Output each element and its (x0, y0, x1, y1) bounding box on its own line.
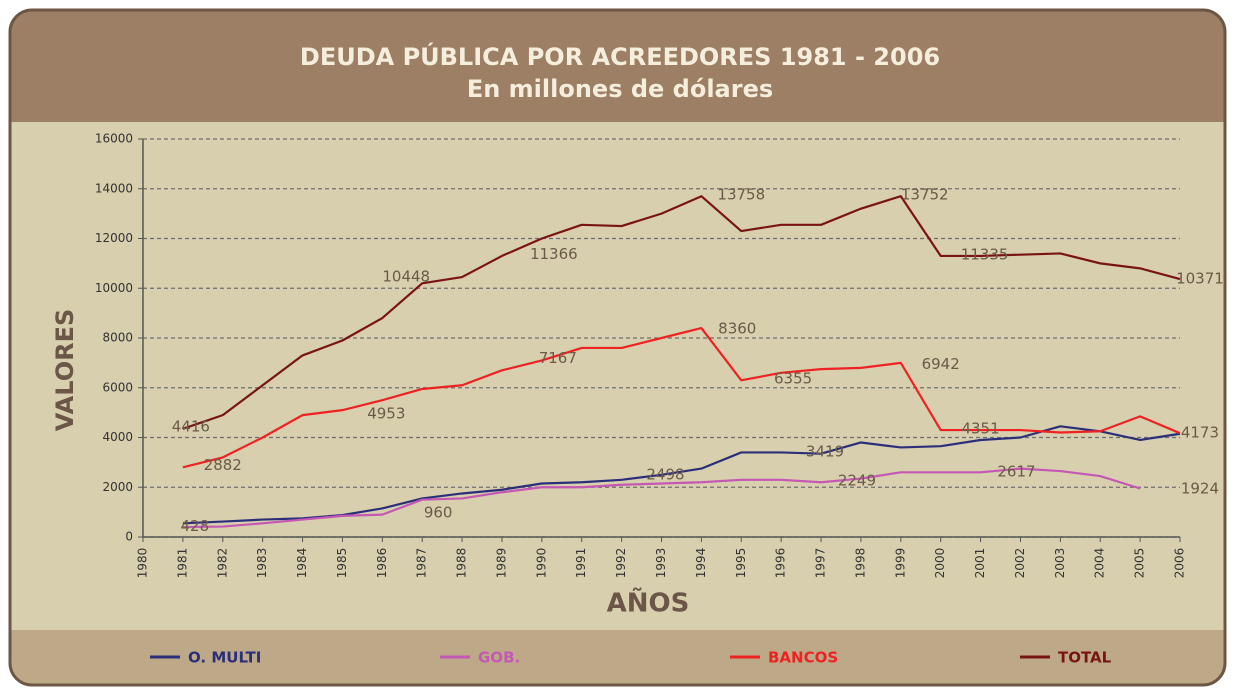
chart: DEUDA PÚBLICA POR ACREEDORES 1981 - 2006… (0, 0, 1235, 695)
x-tick-label: 1998 (853, 548, 867, 579)
y-axis-label: VALORES (51, 309, 79, 432)
data-label: 6942 (922, 355, 960, 373)
x-tick-label: 1997 (814, 548, 828, 579)
data-label: 960 (424, 504, 453, 522)
chart-subtitle: En millones de dólares (467, 75, 773, 103)
legend-label: BANCOS (768, 649, 838, 667)
y-tick-label: 14000 (95, 181, 133, 195)
x-tick-label: 1988 (455, 548, 469, 579)
x-axis-label: AÑOS (607, 587, 690, 619)
x-tick-label: 1984 (295, 548, 309, 579)
data-label: 4351 (961, 419, 999, 437)
x-tick-label: 1986 (375, 548, 389, 579)
y-tick-label: 16000 (95, 132, 133, 146)
x-tick-label: 1989 (494, 548, 508, 579)
data-label: 2617 (997, 462, 1035, 480)
x-tick-label: 1980 (136, 548, 150, 579)
x-tick-label: 1994 (694, 548, 708, 579)
x-tick-label: 2000 (933, 548, 947, 579)
x-tick-label: 2002 (1013, 548, 1027, 579)
data-label: 2498 (646, 465, 684, 483)
data-label: 428 (181, 517, 210, 535)
x-tick-label: 1999 (893, 548, 907, 579)
data-label: 13758 (717, 185, 765, 203)
data-label: 4953 (367, 404, 405, 422)
legend-label: TOTAL (1058, 649, 1112, 667)
y-tick-label: 2000 (102, 480, 133, 494)
x-tick-label: 1996 (774, 548, 788, 579)
data-label: 10371 (1176, 270, 1224, 288)
x-tick-label: 2001 (973, 548, 987, 579)
data-label: 11366 (530, 245, 578, 263)
x-tick-label: 1993 (654, 548, 668, 579)
data-label: 3419 (806, 442, 844, 460)
x-tick-label: 2006 (1173, 548, 1187, 579)
x-tick-label: 1995 (734, 548, 748, 579)
x-tick-label: 1992 (614, 548, 628, 579)
y-tick-label: 4000 (102, 430, 133, 444)
y-tick-label: 12000 (95, 231, 133, 245)
data-label: 2882 (204, 456, 242, 474)
x-tick-label: 2003 (1053, 548, 1067, 579)
x-tick-label: 1981 (175, 548, 189, 579)
data-label: 6355 (774, 369, 812, 387)
x-tick-label: 2005 (1133, 548, 1147, 579)
data-label: 1924 (1181, 480, 1219, 498)
data-label: 4416 (172, 418, 210, 436)
x-tick-label: 1983 (255, 548, 269, 579)
data-label: 4173 (1181, 424, 1219, 442)
x-tick-label: 1985 (335, 548, 349, 579)
data-label: 7167 (539, 349, 577, 367)
data-label: 2249 (838, 472, 876, 490)
y-tick-label: 10000 (95, 281, 133, 295)
legend-label: GOB. (478, 649, 520, 667)
data-label: 10448 (382, 268, 430, 286)
y-tick-label: 6000 (102, 380, 133, 394)
legend-label: O. MULTI (188, 649, 261, 667)
chart-title: DEUDA PÚBLICA POR ACREEDORES 1981 - 2006 (300, 41, 940, 71)
x-tick-label: 1982 (215, 548, 229, 579)
y-tick-label: 0 (125, 530, 133, 544)
x-tick-label: 2004 (1093, 548, 1107, 579)
data-label: 11335 (961, 246, 1009, 264)
y-tick-label: 8000 (102, 331, 133, 345)
data-label: 13752 (901, 185, 949, 203)
data-label: 8360 (718, 320, 756, 338)
x-tick-label: 1990 (534, 548, 548, 579)
x-tick-label: 1991 (574, 548, 588, 579)
x-tick-label: 1987 (415, 548, 429, 579)
